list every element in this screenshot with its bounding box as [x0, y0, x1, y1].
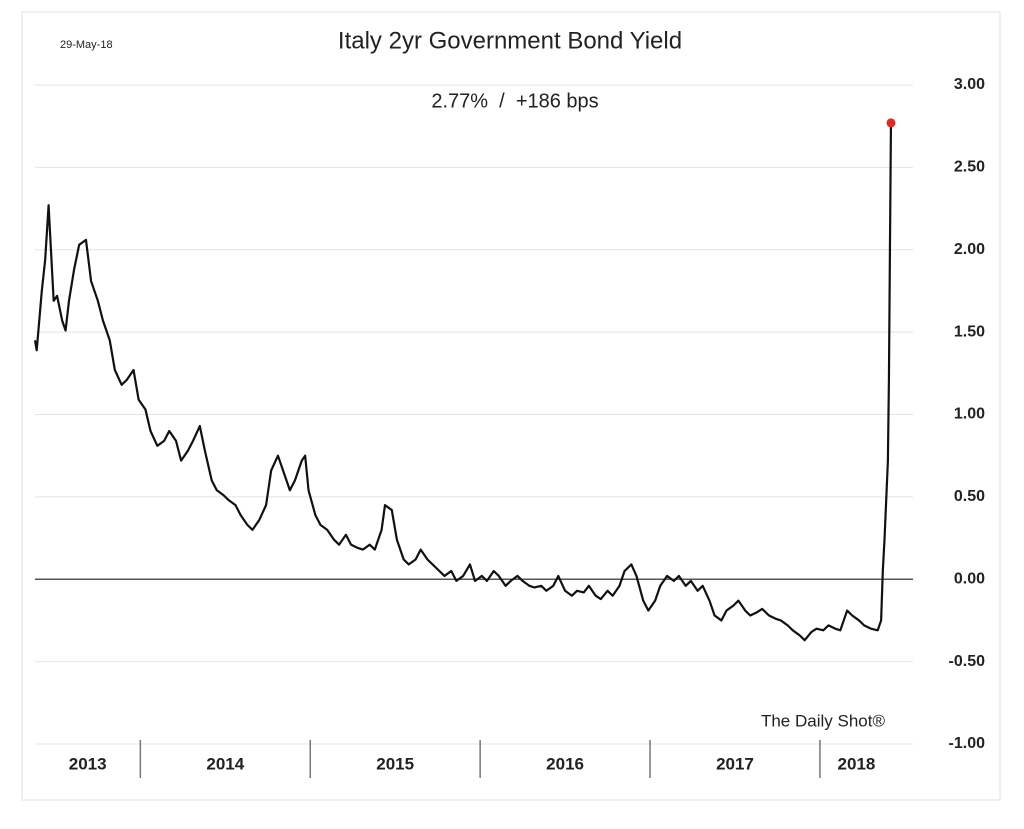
y-tick-label: -1.00 [949, 735, 986, 752]
y-tick-label: 0.50 [954, 488, 985, 505]
x-tick-label: 2016 [546, 754, 584, 773]
y-tick-label: 2.50 [954, 159, 985, 176]
x-tick-label: 2013 [69, 754, 107, 773]
date-label: 29-May-18 [60, 39, 113, 51]
last-point [886, 118, 896, 128]
y-tick-label: 2.00 [954, 241, 985, 258]
x-tick-label: 2018 [838, 754, 876, 773]
y-tick-label: -0.50 [949, 653, 986, 670]
y-tick-label: 1.50 [954, 323, 985, 340]
source-label: The Daily Shot® [761, 711, 885, 730]
x-tick-label: 2015 [376, 754, 414, 773]
series-line [33, 122, 893, 642]
y-tick-label: 3.00 [954, 76, 985, 93]
y-tick-label: 1.00 [954, 406, 985, 423]
chart-title: Italy 2yr Government Bond Yield [338, 27, 682, 54]
x-tick-label: 2014 [206, 754, 244, 773]
chart-subtitle: 2.77% / +186 bps [431, 90, 598, 112]
frame [21, 11, 1001, 801]
y-tick-label: 0.00 [954, 570, 985, 587]
x-tick-label: 2017 [716, 754, 754, 773]
